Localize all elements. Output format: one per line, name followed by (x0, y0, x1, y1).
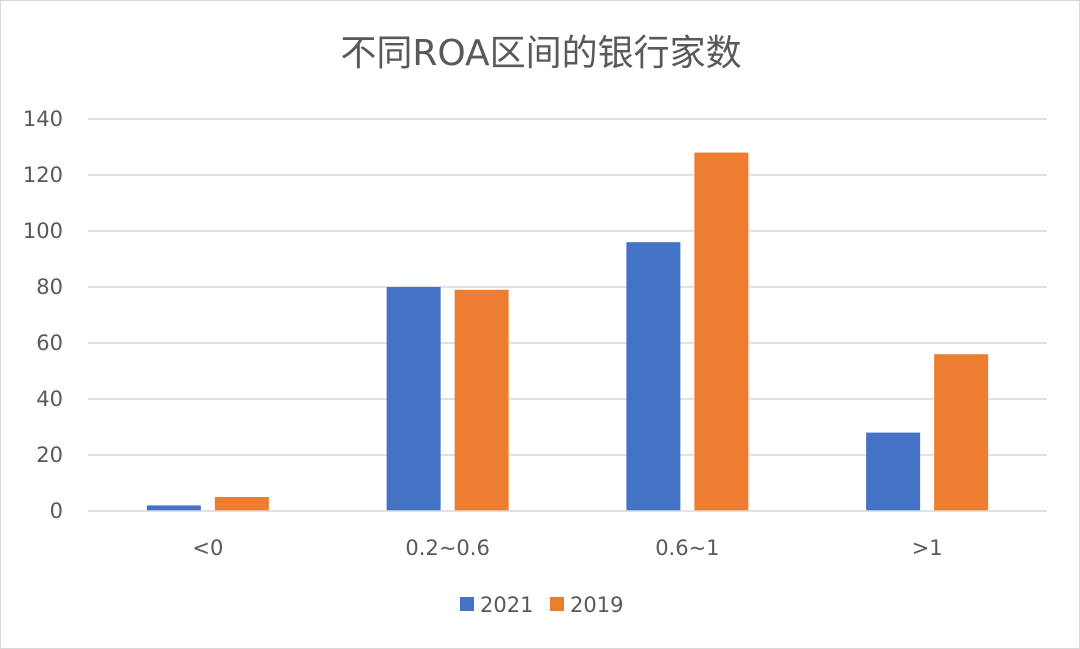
chart-title: 不同ROA区间的银行家数 (340, 33, 741, 74)
y-tick-label: 40 (36, 387, 63, 411)
bar-2021-2 (626, 242, 681, 511)
y-axis-ticks: 0 20 40 60 80 100 120 140 (23, 107, 63, 523)
bar-2021-1 (386, 287, 441, 511)
y-tick-label: 0 (50, 499, 63, 523)
legend-swatch (550, 597, 564, 611)
legend-swatch (460, 597, 474, 611)
y-tick-label: 140 (23, 107, 63, 131)
legend-item-2019: 2019 (550, 593, 623, 617)
x-tick-label: 0.6~1 (655, 536, 719, 560)
bars (146, 152, 989, 511)
y-tick-label: 100 (23, 219, 63, 243)
bar-2021-0 (146, 505, 201, 511)
y-tick-label: 120 (23, 163, 63, 187)
bar-2019-2 (694, 152, 749, 511)
bar-2019-1 (454, 289, 509, 511)
bar-2019-3 (934, 354, 989, 511)
x-tick-label: <0 (192, 536, 223, 560)
y-tick-label: 60 (36, 331, 63, 355)
y-tick-label: 20 (36, 443, 63, 467)
bar-2021-3 (866, 432, 921, 511)
x-axis-ticks: <0 0.2~0.6 0.6~1 >1 (192, 536, 942, 560)
legend-item-2021: 2021 (460, 593, 533, 617)
legend: 2021 2019 (460, 593, 623, 617)
gridlines (88, 118, 1047, 456)
y-tick-label: 80 (36, 275, 63, 299)
legend-label: 2019 (570, 593, 623, 617)
x-tick-label: >1 (912, 536, 943, 560)
bar-2019-0 (214, 497, 269, 511)
legend-label: 2021 (480, 593, 533, 617)
x-tick-label: 0.2~0.6 (405, 536, 489, 560)
